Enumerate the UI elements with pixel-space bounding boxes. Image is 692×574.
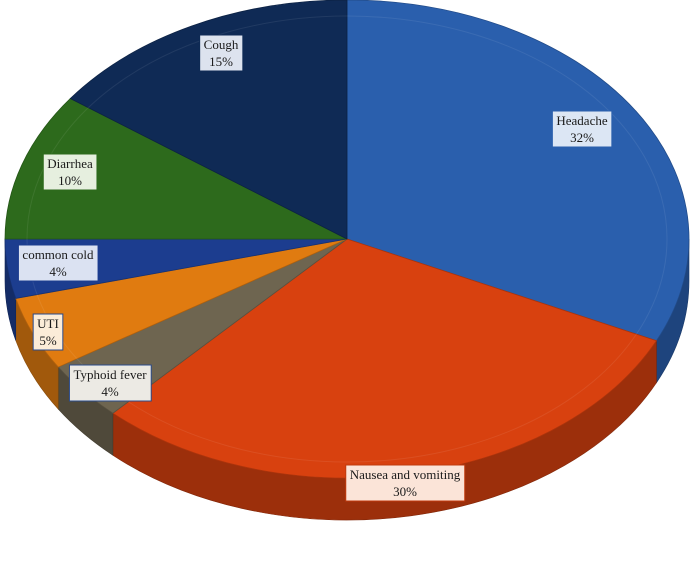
data-label-diarrhea: Diarrhea 10%	[42, 153, 98, 191]
data-label-name: Cough	[204, 37, 239, 52]
data-label-box	[199, 34, 244, 72]
data-label-name: Diarrhea	[47, 156, 93, 171]
data-label-common-cold: common cold 4%	[17, 244, 99, 282]
data-label-name: Headache	[556, 113, 607, 128]
data-label-name: common cold	[22, 247, 94, 262]
pie-slices	[4, 0, 690, 479]
data-label-headache: Headache 32%	[551, 110, 613, 148]
data-label-value: 32%	[570, 130, 594, 145]
data-label-box	[345, 464, 466, 502]
data-label-value: 4%	[49, 264, 67, 279]
data-label-name: Nausea and vomiting	[350, 467, 461, 482]
data-label-box	[42, 153, 98, 191]
pie-data-labels: Headache 32% Nausea and vomiting 30% Typhoid…	[17, 34, 613, 502]
data-label-value: 4%	[101, 384, 119, 399]
data-label-nausea-and-vomiting: Nausea and vomiting 30%	[345, 464, 466, 502]
data-label-value: 10%	[58, 173, 82, 188]
data-label-name: Typhoid fever	[73, 367, 147, 382]
data-label-cough: Cough 15%	[199, 34, 244, 72]
data-label-typhoid-fever: Typhoid fever 4%	[68, 364, 152, 402]
pie-rim-highlight	[26, 15, 668, 463]
data-label-box	[17, 244, 99, 282]
data-label-value: 5%	[39, 333, 57, 348]
data-label-box	[551, 110, 613, 148]
data-label-uti: UTI 5%	[32, 313, 64, 351]
data-label-value: 30%	[393, 484, 417, 499]
data-label-name: UTI	[37, 316, 59, 331]
pie-slice-headache	[346, 0, 690, 342]
data-label-value: 15%	[209, 54, 233, 69]
data-label-box	[32, 313, 64, 351]
pie-slice-cough	[69, 0, 348, 240]
pie-slice-diarrhea	[4, 98, 348, 240]
data-label-box	[68, 364, 152, 402]
